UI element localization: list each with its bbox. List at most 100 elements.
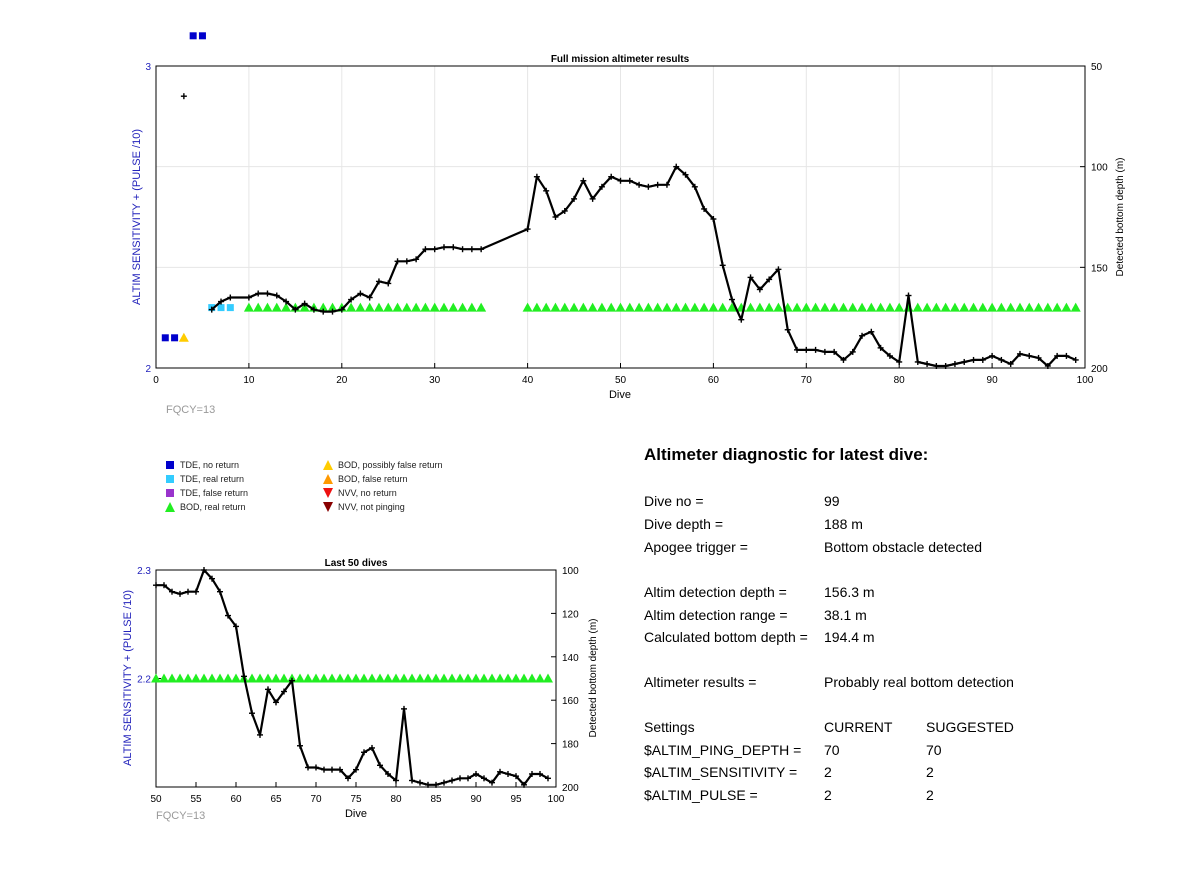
column-current: CURRENT	[824, 719, 893, 735]
triangle-marker	[652, 302, 663, 312]
depth-point	[321, 766, 327, 773]
last50-y-left-label: ALTIM SENSITIVITY + (PULSE /10)	[122, 590, 134, 766]
triangle-marker	[838, 302, 849, 312]
triangle-marker	[527, 673, 537, 683]
triangle-marker	[159, 673, 169, 683]
depth-point	[417, 779, 423, 786]
triangle-marker	[569, 302, 580, 312]
depth-point	[924, 360, 931, 367]
triangle-marker	[457, 302, 468, 312]
triangle-marker	[367, 673, 377, 683]
triangle-marker	[754, 302, 765, 312]
last50-y-left-ticks: 2.2 2.3	[137, 566, 161, 686]
depth-point	[738, 316, 745, 323]
triangle-marker	[503, 673, 513, 683]
triangle-marker	[243, 302, 254, 312]
legend-label: BOD, possibly false return	[338, 460, 443, 470]
depth-point	[366, 294, 373, 301]
main-y-right-label: Detected bottom depth (m)	[1115, 158, 1126, 277]
legend-item-tde-no-return: TDE, no return	[160, 458, 239, 472]
depth-point	[849, 348, 856, 355]
row-value: Probably real bottom detection	[824, 674, 1014, 690]
depth-point	[951, 360, 958, 367]
triangle-marker	[299, 302, 310, 312]
depth-point	[552, 214, 559, 220]
depth-point	[209, 575, 215, 582]
triangle-marker	[511, 673, 521, 683]
depth-point	[617, 177, 624, 184]
y-right-tick-label: 120	[562, 609, 579, 620]
depth-point	[255, 290, 262, 297]
depth-point	[440, 244, 447, 251]
suggested-value: 2	[926, 764, 934, 780]
depth-point	[497, 768, 503, 775]
y-right-tick-label: 180	[562, 740, 579, 751]
triangle-marker	[531, 302, 542, 312]
main-fqcy-label: FQCY=13	[166, 404, 215, 416]
depth-point	[868, 328, 875, 335]
depth-point	[337, 766, 343, 773]
triangle-marker	[383, 673, 393, 683]
x-tick-label: 75	[350, 794, 362, 805]
depth-point	[281, 688, 287, 695]
depth-point	[719, 262, 726, 269]
triangle-marker	[764, 302, 775, 312]
triangle-marker	[319, 673, 329, 683]
row-value: 188 m	[824, 516, 863, 532]
triangle-marker	[438, 302, 449, 312]
triangle-marker	[819, 302, 830, 312]
triangle-marker	[263, 673, 273, 683]
triangle-marker	[215, 673, 225, 683]
y-left-tick-label: 2.3	[137, 566, 151, 577]
triangle-marker	[1052, 302, 1063, 312]
main-x-axis-label: Dive	[609, 389, 631, 401]
triangle-marker	[522, 302, 533, 312]
depth-point	[217, 588, 223, 595]
depth-point	[313, 764, 319, 771]
depth-point	[233, 623, 239, 630]
depth-point	[375, 278, 382, 285]
legend-label: TDE, real return	[180, 474, 245, 484]
triangle-marker	[199, 673, 209, 683]
y-right-tick-label: 160	[562, 696, 579, 707]
triangle-marker	[699, 302, 710, 312]
depth-point	[682, 171, 689, 178]
triangle-marker	[327, 302, 338, 312]
depth-point	[524, 226, 531, 233]
depth-point	[589, 195, 596, 202]
row-label: Altim detection depth =	[644, 584, 787, 600]
depth-point	[329, 308, 336, 315]
depth-point	[348, 296, 355, 303]
triangle-marker	[271, 302, 282, 312]
triangle-marker	[792, 302, 803, 312]
y-right-tick-label: 50	[1091, 62, 1103, 73]
triangle-marker	[279, 673, 289, 683]
triangle-marker	[253, 302, 264, 312]
triangle-marker	[578, 302, 589, 312]
suggested-value: 70	[926, 742, 942, 758]
main-y-left-label: ALTIM SENSITIVITY + (PULSE /10)	[131, 129, 143, 305]
square-marker-icon	[160, 475, 180, 483]
depth-point	[821, 348, 828, 355]
triangle-marker	[847, 302, 858, 312]
main-y-left-ticks: 23	[145, 62, 161, 375]
legend: TDE, no return TDE, real return TDE, fal…	[160, 458, 490, 518]
depth-point	[409, 777, 415, 784]
triangle-marker	[857, 302, 868, 312]
x-tick-label: 80	[894, 375, 906, 386]
depth-point	[193, 588, 199, 595]
depth-point	[273, 292, 280, 299]
depth-point	[645, 183, 652, 190]
triangle-marker	[671, 302, 682, 312]
y-right-tick-label: 200	[1091, 364, 1108, 375]
triangle-marker	[949, 302, 960, 312]
triangle-marker	[940, 302, 951, 312]
triangle-marker	[903, 302, 914, 312]
legend-label: NVV, no return	[338, 488, 397, 498]
triangle-marker	[359, 673, 369, 683]
triangle-marker	[1033, 302, 1044, 312]
x-tick-label: 10	[243, 375, 255, 386]
x-tick-label: 20	[336, 375, 348, 386]
triangle-marker	[335, 673, 345, 683]
